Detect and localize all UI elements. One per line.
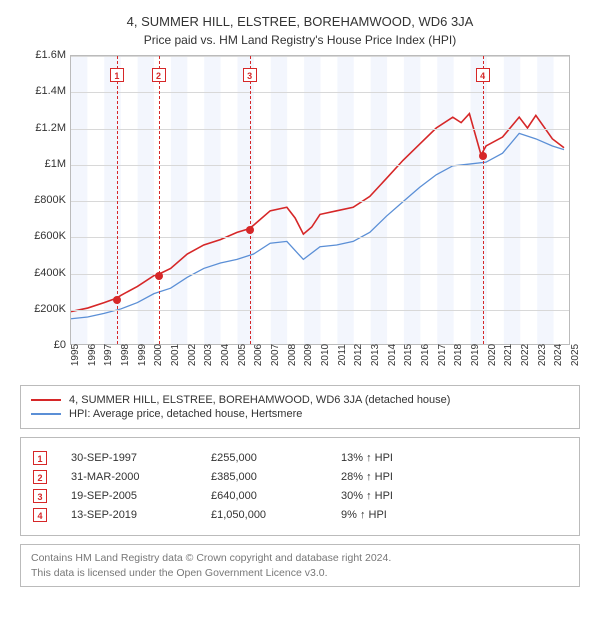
legend-item-price-paid: 4, SUMMER HILL, ELSTREE, BOREHAMWOOD, WD… xyxy=(31,394,569,406)
y-axis-label: £1.2M xyxy=(20,122,66,134)
transaction-date: 13-SEP-2019 xyxy=(71,509,211,521)
marker-dot xyxy=(479,152,487,160)
chart-svg xyxy=(71,56,569,344)
transaction-pct: 9% ↑ HPI xyxy=(341,509,387,521)
gridline xyxy=(71,165,569,166)
gridline xyxy=(71,237,569,238)
transactions-table: 1 30-SEP-1997£255,00013% ↑ HPI 2 31-MAR-200… xyxy=(20,437,580,536)
transaction-price: £255,000 xyxy=(211,452,341,464)
y-axis-label: £1.4M xyxy=(20,85,66,97)
y-axis-label: £0 xyxy=(20,339,66,351)
gridline xyxy=(71,310,569,311)
transaction-row: 2 31-MAR-2000£385,00028% ↑ HPI xyxy=(33,470,567,484)
transaction-price: £1,050,000 xyxy=(211,509,341,521)
marker-box: 3 xyxy=(243,68,257,82)
marker-box: 1 xyxy=(110,68,124,82)
gridline xyxy=(71,201,569,202)
transaction-row: 1 30-SEP-1997£255,00013% ↑ HPI xyxy=(33,451,567,465)
transaction-row: 4 13-SEP-2019£1,050,0009% ↑ HPI xyxy=(33,508,567,522)
transaction-marker: 4 xyxy=(33,508,47,522)
gridline xyxy=(71,274,569,275)
gridline xyxy=(71,92,569,93)
transaction-price: £385,000 xyxy=(211,471,341,483)
legend-swatch xyxy=(31,413,61,415)
marker-dot xyxy=(155,272,163,280)
transaction-date: 31-MAR-2000 xyxy=(71,471,211,483)
transaction-row: 3 19-SEP-2005£640,00030% ↑ HPI xyxy=(33,489,567,503)
y-axis-label: £600K xyxy=(20,230,66,242)
transaction-date: 19-SEP-2005 xyxy=(71,490,211,502)
transaction-marker: 2 xyxy=(33,470,47,484)
y-axis-label: £1M xyxy=(20,158,66,170)
plot-area: 1 2 3 4 xyxy=(70,55,570,345)
y-axis-label: £200K xyxy=(20,303,66,315)
page-title: 4, SUMMER HILL, ELSTREE, BOREHAMWOOD, WD… xyxy=(10,14,590,29)
chart: 1 2 3 4 £0 £200K £400K £600K £800K £1M £1.2M £1.4M… xyxy=(20,55,580,375)
legend-label: 4, SUMMER HILL, ELSTREE, BOREHAMWOOD, WD… xyxy=(69,394,450,406)
footer: Contains HM Land Registry data © Crown c… xyxy=(20,544,580,587)
transaction-pct: 30% ↑ HPI xyxy=(341,490,393,502)
transaction-pct: 28% ↑ HPI xyxy=(341,471,393,483)
page-subtitle: Price paid vs. HM Land Registry's House … xyxy=(10,33,590,47)
marker-line xyxy=(159,56,160,344)
marker-box: 4 xyxy=(476,68,490,82)
marker-line xyxy=(483,56,484,344)
footer-line: This data is licensed under the Open Gov… xyxy=(31,566,569,581)
transaction-date: 30-SEP-1997 xyxy=(71,452,211,464)
legend-item-hpi: HPI: Average price, detached house, Hert… xyxy=(31,408,569,420)
y-axis-label: £1.6M xyxy=(20,49,66,61)
y-axis-label: £800K xyxy=(20,194,66,206)
series-price_paid xyxy=(71,114,564,312)
gridline xyxy=(71,56,569,57)
transaction-pct: 13% ↑ HPI xyxy=(341,452,393,464)
legend: 4, SUMMER HILL, ELSTREE, BOREHAMWOOD, WD… xyxy=(20,385,580,429)
legend-swatch xyxy=(31,399,61,401)
transaction-marker: 3 xyxy=(33,489,47,503)
marker-dot xyxy=(246,226,254,234)
gridline xyxy=(71,129,569,130)
marker-box: 2 xyxy=(152,68,166,82)
x-axis-label: 2025 xyxy=(570,344,590,366)
series-hpi xyxy=(71,133,564,318)
y-axis-label: £400K xyxy=(20,267,66,279)
marker-line xyxy=(250,56,251,344)
legend-label: HPI: Average price, detached house, Hert… xyxy=(69,408,302,420)
footer-line: Contains HM Land Registry data © Crown c… xyxy=(31,551,569,566)
transaction-marker: 1 xyxy=(33,451,47,465)
marker-dot xyxy=(113,296,121,304)
transaction-price: £640,000 xyxy=(211,490,341,502)
